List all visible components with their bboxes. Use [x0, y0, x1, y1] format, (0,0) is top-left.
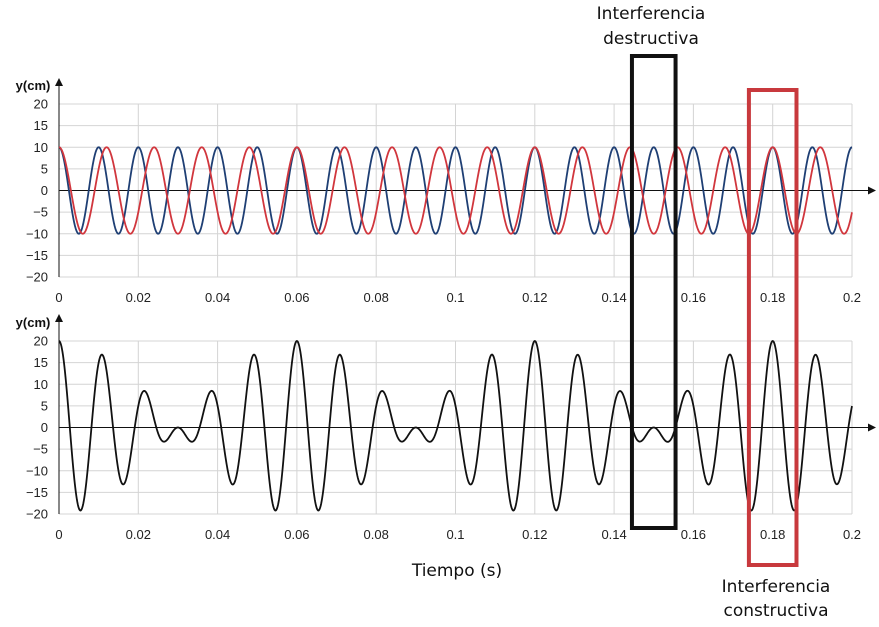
- y-tick-label: 5: [41, 161, 48, 176]
- y-tick-label: −5: [33, 205, 48, 220]
- series-line-red-wave: [58, 146, 853, 235]
- y-tick-label: 15: [34, 118, 48, 133]
- y-axis-arrow: [55, 314, 63, 322]
- bottom-panel-resultant-wave: y(cm) 20 15 10 5 0 −5 −10 −15 −20 0 0.02 0.04 0.06 0.0…: [16, 314, 876, 542]
- x-tick-label: 0.1: [446, 290, 464, 305]
- y-tick-label: −5: [33, 442, 48, 457]
- x-tick-label: 0.18: [760, 290, 785, 305]
- series-line-resultant-wave: [58, 340, 853, 512]
- constructive-box-rect: [746, 88, 799, 567]
- x-tick-label: 0: [55, 527, 62, 542]
- x-tick-label: 0.08: [364, 290, 389, 305]
- series-line-blue-wave: [58, 146, 853, 235]
- x-tick-label: 0.02: [126, 290, 151, 305]
- x-tick-label: 0.04: [205, 527, 230, 542]
- x-axis-arrow: [868, 423, 876, 432]
- y-tick-label: 10: [34, 377, 48, 392]
- x-tick-label: 0.14: [601, 527, 626, 542]
- y-tick-label: 20: [34, 334, 48, 349]
- y-tick-label: 20: [34, 97, 48, 112]
- destructive-label-line1: Interferencia: [597, 4, 706, 24]
- x-tick-label: 0.12: [522, 290, 547, 305]
- y-tick-label: −20: [26, 270, 48, 285]
- y-axis-arrow: [55, 78, 63, 86]
- y-tick-label: 0: [41, 420, 48, 435]
- x-tick-label: 0.2: [843, 527, 861, 542]
- constructive-label-line2: constructiva: [723, 601, 828, 621]
- x-tick-label: 0.06: [284, 527, 309, 542]
- x-axis-arrow: [868, 186, 876, 195]
- y-tick-label: −20: [26, 507, 48, 522]
- x-tick-label: 0.06: [284, 290, 309, 305]
- top-panel-individual-waves: y(cm) 20 15 10 5 0 −5 −10 −15 −20 0 0.02 0.04 0.06 0.0…: [16, 78, 876, 305]
- y-tick-label: −15: [26, 248, 48, 263]
- x-tick-label: 0.16: [681, 527, 706, 542]
- x-tick-label: 0.16: [681, 290, 706, 305]
- x-tick-label: 0.2: [843, 290, 861, 305]
- destructive-label-line2: destructiva: [603, 29, 699, 49]
- x-tick-label: 0.1: [446, 527, 464, 542]
- x-tick-label: 0.18: [760, 527, 785, 542]
- y-tick-label: −15: [26, 485, 48, 500]
- x-tick-label: 0.14: [601, 290, 626, 305]
- x-tick-label: 0.08: [364, 527, 389, 542]
- destructive-box-rect: [629, 54, 678, 530]
- x-tick-label: 0.02: [126, 527, 151, 542]
- y-axis-label: y(cm): [16, 78, 51, 93]
- y-tick-label: 0: [41, 183, 48, 198]
- destructive-interference-box: Interferencia destructiva: [597, 4, 706, 530]
- y-tick-label: −10: [26, 226, 48, 241]
- x-tick-label: 0.04: [205, 290, 230, 305]
- y-tick-label: −10: [26, 463, 48, 478]
- x-tick-label: 0.12: [522, 527, 547, 542]
- y-axis-label: y(cm): [16, 315, 51, 330]
- constructive-label-line1: Interferencia: [722, 577, 831, 597]
- x-tick-label: 0: [55, 290, 62, 305]
- x-axis-label: Tiempo (s): [411, 561, 502, 581]
- y-tick-label: 15: [34, 355, 48, 370]
- y-tick-label: 5: [41, 398, 48, 413]
- y-tick-label: 10: [34, 140, 48, 155]
- constructive-interference-box: Interferencia constructiva: [722, 88, 831, 621]
